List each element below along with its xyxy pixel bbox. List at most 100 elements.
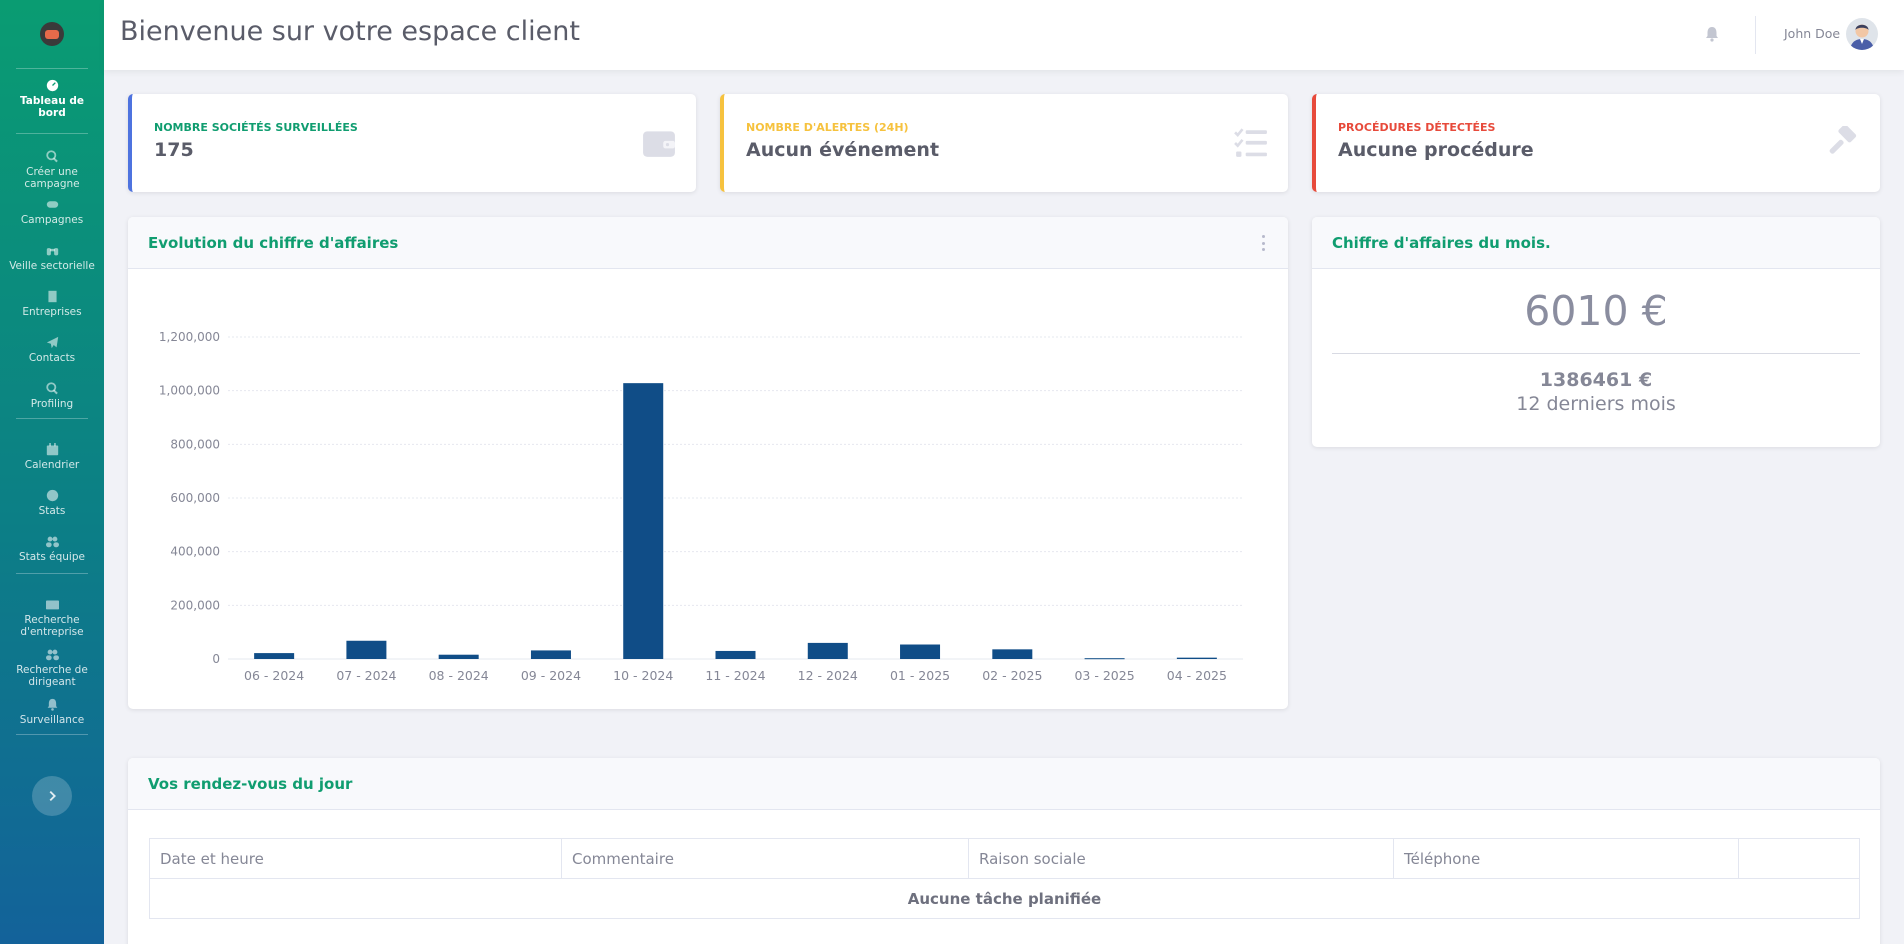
binoculars-icon [46,244,59,257]
search-icon [45,150,59,163]
revenue-bar-chart: 1,200,000 1,000,000 800,000 600,000 400,000 2… [159,330,1243,683]
column-header[interactable]: Date et heure [149,838,562,879]
chart-bar[interactable] [1084,658,1125,660]
users-icon [45,535,59,548]
column-header[interactable]: Téléphone [1393,838,1739,879]
id-card-icon [45,598,59,611]
sidebar: Tableau de bord Créer une campagne Campa… [0,0,104,944]
revenue-chart-card: Evolution du chiffre d'affaires 1,200,00… [128,217,1288,709]
sidebar-item-creer-campagne[interactable]: Créer une campagne [0,150,104,190]
stat-value: Aucun événement [746,139,940,161]
column-header[interactable]: Commentaire [561,838,969,879]
sidebar-item-label: Stats [38,505,66,517]
monthly-revenue-card: Chiffre d'affaires du mois. 6010 € 13864… [1312,217,1880,447]
x-tick-label: 06 - 2024 [244,668,304,683]
sidebar-item-veille-sectorielle[interactable]: Veille sectorielle [0,244,104,272]
x-tick-label: 07 - 2024 [336,668,396,683]
x-tick-label: 03 - 2025 [1074,668,1134,683]
sidebar-item-label: Profiling [30,398,74,410]
sidebar-item-label: Créer une campagne [24,166,80,190]
gavel-icon [1826,124,1860,160]
logo-icon [40,22,64,46]
dashboard-icon [46,489,59,502]
topbar: Bienvenue sur votre espace client John D… [104,0,1904,70]
gamepad-icon [46,198,59,211]
user-name[interactable]: John Doe [1784,26,1841,41]
chart-bar[interactable] [992,649,1033,659]
users-icon [45,648,59,661]
y-tick-label: 800,000 [170,437,220,451]
table-header-row: Date et heure Commentaire Raison sociale… [149,838,1860,879]
sidebar-item-label: Recherche d'entreprise [20,614,84,638]
stat-card-procedures: Procédures détectées Aucune procédure [1312,94,1880,192]
sidebar-item-surveillance[interactable]: Surveillance [0,698,104,726]
card-title: Vos rendez-vous du jour [148,775,353,793]
chart-bar[interactable] [254,653,295,659]
sidebar-item-campagnes[interactable]: Campagnes [0,198,104,226]
sidebar-item-label: Stats équipe [19,551,85,563]
card-title: Chiffre d'affaires du mois. [1332,234,1551,252]
sidebar-item-profiling[interactable]: Profiling [0,382,104,410]
avatar[interactable] [1846,18,1878,50]
tasks-icon [1234,126,1268,160]
chart-bar[interactable] [807,642,848,659]
more-options-icon[interactable] [1260,235,1266,251]
bell-icon [1706,27,1718,42]
card-title: Evolution du chiffre d'affaires [148,234,399,252]
sidebar-item-contacts[interactable]: Contacts [0,336,104,364]
y-tick-label: 200,000 [170,598,220,612]
x-tick-label: 01 - 2025 [890,668,950,683]
column-header [1738,838,1860,879]
paper-plane-icon [46,336,59,349]
chart-bar[interactable] [900,644,941,659]
chart-bar[interactable] [1176,657,1217,659]
sidebar-item-label: Tableau de bord [20,95,84,119]
chart-bar[interactable] [346,640,387,659]
topbar-divider [1755,16,1756,54]
logo[interactable] [0,0,104,68]
wallet-icon [642,126,676,160]
sidebar-item-recherche-dirigeant[interactable]: Recherche de dirigeant [0,648,104,688]
sidebar-item-label: Recherche de dirigeant [16,664,88,688]
y-tick-label: 600,000 [170,491,220,505]
yearly-period: 12 derniers mois [1516,393,1676,415]
sidebar-divider [16,734,88,735]
y-tick-label: 1,000,000 [159,384,220,398]
sidebar-divider [16,418,88,419]
card-header: Evolution du chiffre d'affaires [128,217,1288,269]
appointments-table: Date et heure Commentaire Raison sociale… [149,838,1860,919]
table-row: Aucune tâche planifiée [149,878,1860,919]
sidebar-divider [16,573,88,574]
sidebar-item-label: Entreprises [22,306,82,318]
sidebar-item-tableau-de-bord[interactable]: Tableau de bord [0,79,104,119]
calendar-icon [46,443,59,456]
x-tick-label: 12 - 2024 [798,668,858,683]
card-header: Chiffre d'affaires du mois. [1312,217,1880,269]
sidebar-divider [16,68,88,69]
x-tick-label: 04 - 2025 [1167,668,1227,683]
sidebar-item-calendrier[interactable]: Calendrier [0,443,104,471]
sidebar-item-label: Contacts [28,352,76,364]
building-icon [46,290,59,303]
search-icon [45,382,59,395]
chart-bar[interactable] [715,650,756,659]
sidebar-toggle-button[interactable] [32,776,72,816]
chart-bar[interactable] [623,383,664,659]
sidebar-item-entreprises[interactable]: Entreprises [0,290,104,318]
column-header[interactable]: Raison sociale [968,838,1394,879]
sidebar-divider [16,133,88,134]
notifications-button[interactable] [1704,26,1720,42]
monthly-value: 6010 € [1524,287,1668,335]
chart-bar[interactable] [530,650,571,659]
card-header: Vos rendez-vous du jour [128,758,1880,810]
stat-value: Aucune procédure [1338,139,1534,161]
card-divider [1332,353,1860,354]
y-tick-label: 400,000 [170,545,220,559]
stat-label: Procédures détectées [1338,121,1496,134]
y-tick-label: 0 [212,652,220,666]
sidebar-item-stats-equipe[interactable]: Stats équipe [0,535,104,563]
sidebar-item-stats[interactable]: Stats [0,489,104,517]
sidebar-item-recherche-entreprise[interactable]: Recherche d'entreprise [0,598,104,638]
x-tick-label: 09 - 2024 [521,668,581,683]
chart-bar[interactable] [438,654,479,659]
